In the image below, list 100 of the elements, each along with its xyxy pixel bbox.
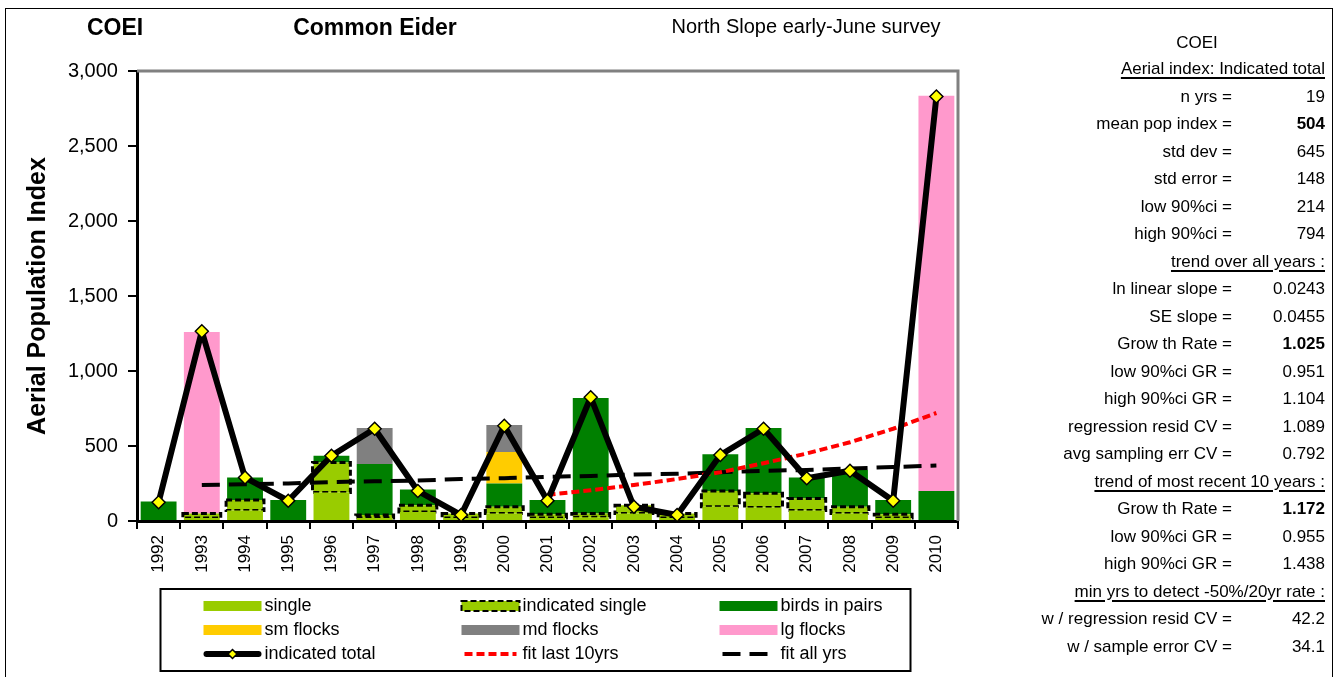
legend-label: sm flocks (264, 618, 340, 639)
chart-title: Common Eider (293, 13, 457, 41)
point (453, 507, 469, 521)
point (756, 421, 771, 436)
point (237, 470, 253, 485)
text: mean pop index = (1096, 114, 1232, 134)
text: std dev = (1162, 141, 1232, 162)
point (151, 495, 166, 510)
text: min yrs to detect -50%/20yr rate : (1074, 581, 1325, 602)
bar (918, 491, 955, 520)
point (929, 89, 944, 104)
text: 0.955 (1282, 526, 1325, 547)
text: regression resid CV = (1068, 416, 1232, 437)
text: COEI (1176, 33, 1218, 53)
x-tick-label: 2002 (580, 535, 600, 573)
text: 794 (1296, 224, 1325, 244)
x-tick-label: 2005 (710, 535, 730, 573)
y-tick-label: 1,500 (67, 283, 118, 306)
point (194, 324, 210, 339)
bar (270, 500, 307, 520)
text: trend of most recent 10 years : (1094, 471, 1325, 492)
x-tick-label: 2010 (926, 535, 946, 573)
text: low 90%ci = (1140, 196, 1232, 217)
text: 0.951 (1282, 361, 1325, 382)
point (885, 493, 901, 508)
bar (918, 95, 955, 491)
text: 214 (1296, 196, 1325, 217)
x-tick-label: 2006 (753, 535, 773, 573)
text: 19 (1306, 86, 1325, 107)
text: SE slope = (1149, 306, 1232, 327)
x-tick-label: 1999 (450, 535, 470, 573)
x-tick-label: 1996 (321, 535, 341, 573)
text: low 90%ci GR = (1110, 526, 1232, 547)
text: 1.089 (1282, 416, 1325, 437)
x-tick-label: 1997 (364, 535, 384, 573)
legend-label: birds in pairs (780, 594, 883, 615)
text: 0.792 (1282, 444, 1325, 464)
text: 504 (1296, 114, 1325, 134)
point (324, 448, 339, 463)
text: low 90%ci GR = (1110, 361, 1232, 382)
text: 34.1 (1291, 636, 1325, 657)
bar (356, 464, 393, 515)
y-tick-label: 2,500 (67, 133, 118, 156)
x-tick-label: 1995 (277, 535, 297, 573)
legend-label: indicated total (264, 642, 376, 663)
text: trend over all years : (1170, 251, 1325, 272)
x-tick-label: 1998 (407, 535, 427, 573)
x-tick-label: 1993 (191, 535, 211, 573)
text: high 90%ci GR = (1103, 554, 1232, 574)
x-tick-label: 2009 (882, 535, 902, 573)
text: high 90%ci = (1134, 224, 1232, 244)
x-tick-label: 2003 (623, 535, 643, 573)
text: n yrs = (1180, 86, 1232, 107)
text: Aerial index: Indicated total (1120, 59, 1325, 79)
point (583, 390, 598, 405)
point (713, 447, 728, 463)
text: 42.2 (1291, 609, 1325, 629)
y-tick-label: 2,000 (67, 208, 118, 231)
x-tick-label: 2007 (796, 535, 816, 573)
text: 645 (1296, 141, 1325, 162)
legend-label: fit all yrs (780, 642, 847, 663)
text: Grow th Rate = (1117, 334, 1232, 354)
text: 1.104 (1282, 389, 1325, 409)
x-tick-label: 2000 (493, 535, 513, 573)
text: avg sampling err CV = (1063, 444, 1232, 464)
text: 1.438 (1282, 554, 1325, 574)
point (626, 499, 642, 514)
text: w / sample error CV = (1067, 636, 1232, 657)
point (367, 421, 382, 436)
text: 0.0243 (1273, 279, 1325, 299)
legend-label: fit last 10yrs (522, 642, 619, 663)
point (280, 493, 296, 508)
legend-label: indicated single (522, 594, 647, 615)
x-tick-label: 2004 (666, 535, 686, 573)
x-tick-label: 2001 (537, 535, 557, 573)
text: COEI (86, 13, 144, 41)
x-tick-label: 2008 (839, 535, 859, 573)
text: 148 (1296, 169, 1325, 189)
y-tick-label: 1,000 (67, 358, 118, 381)
chart-subtitle: North Slope early-June survey (671, 14, 941, 38)
y-tick-label: 3,000 (67, 58, 118, 81)
point (842, 463, 858, 478)
legend-label: single (264, 594, 312, 615)
legend-label: md flocks (522, 618, 599, 639)
point (540, 493, 555, 508)
legend-label: lg flocks (780, 618, 846, 639)
text: 1.025 (1282, 334, 1325, 354)
text: 1.172 (1282, 499, 1325, 519)
x-tick-label: 1992 (148, 535, 168, 573)
text: std error = (1154, 169, 1232, 189)
point (669, 507, 685, 521)
y-tick-label: 500 (84, 433, 118, 456)
x-tick-label: 1994 (234, 535, 254, 573)
text: ln linear slope = (1112, 279, 1232, 299)
text: Grow th Rate = (1117, 499, 1232, 519)
y-tick-label: 0 (106, 508, 118, 531)
text: 0.0455 (1273, 306, 1325, 327)
point (799, 471, 815, 486)
text: high 90%ci GR = (1103, 389, 1232, 409)
y-axis-title: Aerial Population Index (21, 157, 50, 435)
